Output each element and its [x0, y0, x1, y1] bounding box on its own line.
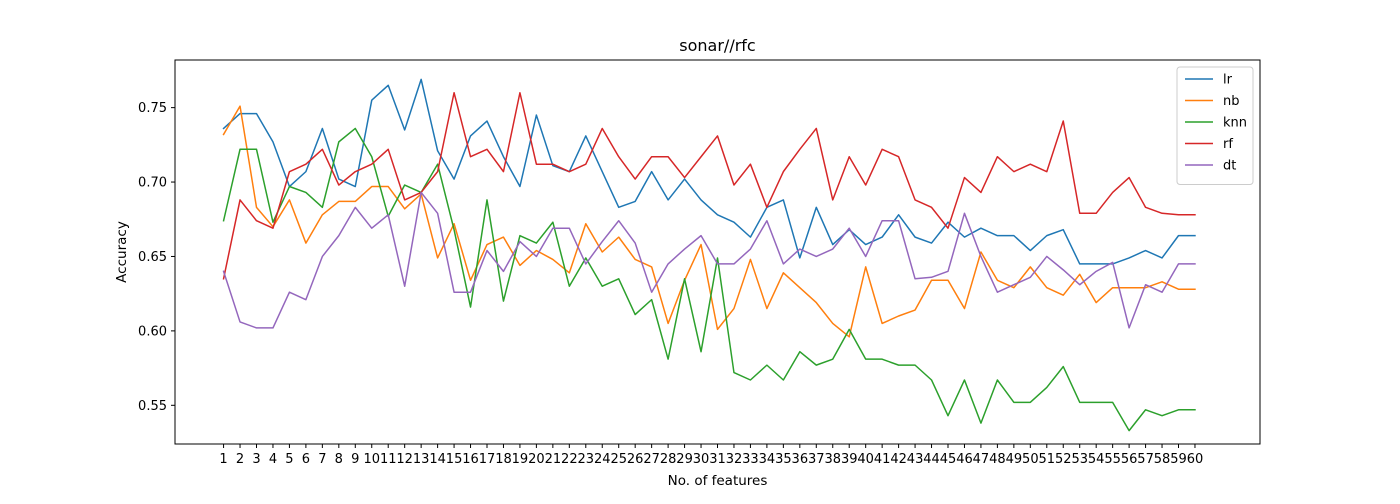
x-tick-label: 28: [660, 452, 677, 467]
x-axis: 1 2 3 4 5 6 7 8 9 10 11 12 13 14 15 16 17 18 19 20 21 22 23 24 2…: [219, 444, 1203, 467]
x-tick-label: 23: [578, 452, 595, 467]
y-axis-label: Accuracy: [114, 221, 130, 283]
x-tick-label: 18: [495, 452, 512, 467]
x-tick-label: 2: [236, 452, 244, 467]
x-tick-label: 37: [808, 452, 825, 467]
x-tick-label: 9: [351, 452, 359, 467]
x-axis-label: No. of features: [668, 473, 768, 489]
x-tick-label: 40: [857, 452, 874, 467]
x-tick-label: 57: [1137, 452, 1154, 467]
x-tick-label: 56: [1121, 452, 1138, 467]
x-tick-label: 35: [775, 452, 792, 467]
series-line-knn: [222, 127, 1196, 432]
y-tick-label: 0.55: [138, 399, 167, 414]
x-tick-label: 50: [1022, 452, 1039, 467]
x-tick-label: 31: [709, 452, 726, 467]
x-tick-label: 46: [956, 452, 973, 467]
x-tick-label: 49: [1006, 452, 1023, 467]
series-line-nb: [222, 105, 1196, 338]
legend-label-nb: nb: [1223, 94, 1240, 109]
x-tick-label: 54: [1088, 452, 1105, 467]
x-tick-label: 60: [1187, 452, 1204, 467]
x-tick-label: 17: [479, 452, 496, 467]
x-tick-label: 22: [561, 452, 578, 467]
x-tick-label: 8: [335, 452, 343, 467]
x-tick-label: 25: [610, 452, 627, 467]
y-tick-label: 0.60: [138, 324, 167, 339]
x-tick-label: 6: [302, 452, 310, 467]
legend: lr nb knn rf dt: [1176, 66, 1254, 185]
x-tick-label: 5: [285, 452, 293, 467]
x-tick-label: 41: [874, 452, 891, 467]
x-tick-label: 47: [973, 452, 990, 467]
series-layer: [222, 78, 1196, 432]
x-tick-label: 33: [742, 452, 759, 467]
legend-label-lr: lr: [1223, 73, 1233, 88]
y-axis: 0.55 0.60 0.65 0.70 0.75: [138, 101, 175, 414]
x-tick-label: 53: [1071, 452, 1088, 467]
x-tick-label: 32: [726, 452, 743, 467]
x-tick-label: 38: [824, 452, 841, 467]
y-tick-label: 0.75: [138, 101, 167, 116]
chart-title: sonar//rfc: [679, 36, 755, 55]
x-tick-label: 55: [1104, 452, 1121, 467]
legend-label-knn: knn: [1223, 116, 1247, 131]
x-tick-label: 7: [318, 452, 326, 467]
x-tick-label: 4: [269, 452, 277, 467]
x-tick-label: 45: [940, 452, 957, 467]
x-tick-label: 24: [594, 452, 611, 467]
x-tick-label: 1: [219, 452, 227, 467]
x-tick-label: 52: [1055, 452, 1072, 467]
x-tick-label: 51: [1039, 452, 1056, 467]
x-tick-label: 11: [380, 452, 397, 467]
legend-label-rf: rf: [1223, 137, 1233, 152]
x-tick-label: 15: [446, 452, 463, 467]
x-tick-label: 20: [528, 452, 545, 467]
series-line-lr: [222, 78, 1196, 265]
legend-box: [1176, 66, 1254, 185]
y-tick-label: 0.70: [138, 176, 167, 191]
x-tick-label: 19: [512, 452, 529, 467]
x-tick-label: 29: [676, 452, 693, 467]
legend-label-dt: dt: [1223, 159, 1236, 174]
x-tick-label: 34: [759, 452, 776, 467]
x-tick-label: 26: [627, 452, 644, 467]
x-tick-label: 12: [396, 452, 413, 467]
x-tick-label: 48: [989, 452, 1006, 467]
x-tick-label: 13: [413, 452, 430, 467]
x-tick-label: 36: [792, 452, 809, 467]
x-tick-label: 30: [693, 452, 710, 467]
x-tick-label: 27: [643, 452, 660, 467]
x-tick-label: 10: [363, 452, 380, 467]
x-tick-label: 3: [252, 452, 260, 467]
series-line-rf: [222, 91, 1196, 280]
series-line-dt: [222, 191, 1196, 329]
x-tick-label: 58: [1154, 452, 1171, 467]
x-tick-label: 14: [429, 452, 446, 467]
x-tick-label: 21: [545, 452, 562, 467]
x-tick-label: 42: [890, 452, 907, 467]
x-tick-label: 44: [923, 452, 940, 467]
x-tick-label: 39: [841, 452, 858, 467]
x-tick-label: 16: [462, 452, 479, 467]
x-tick-label: 59: [1170, 452, 1187, 467]
x-tick-label: 43: [907, 452, 924, 467]
y-tick-label: 0.65: [138, 250, 167, 265]
